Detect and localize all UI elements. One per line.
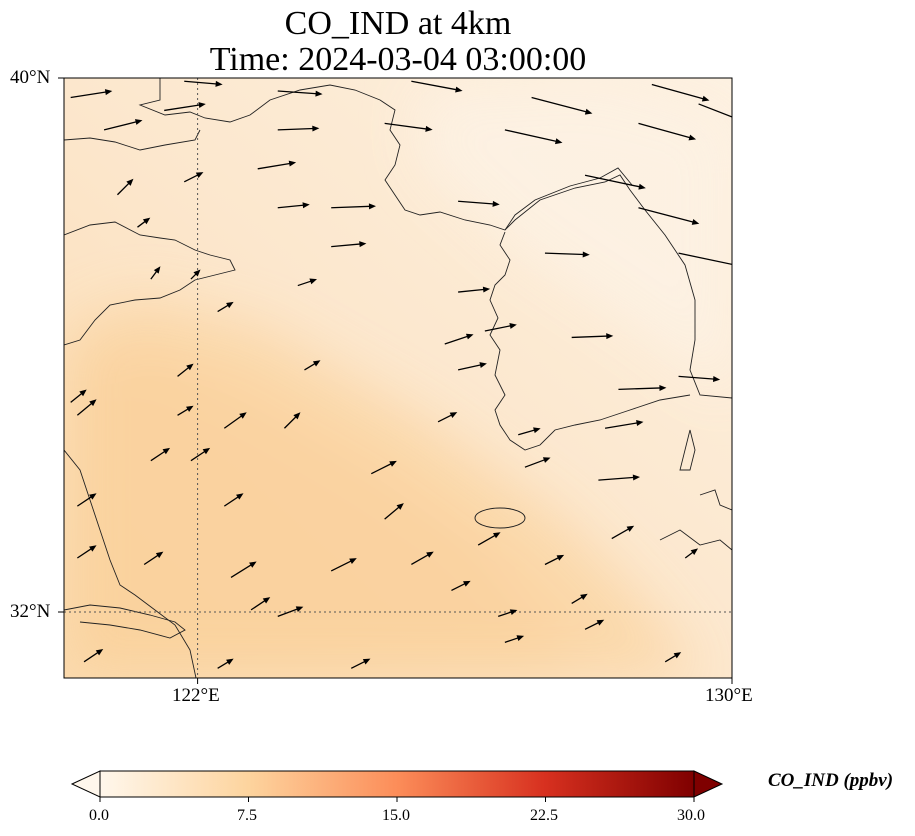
wind-arrow xyxy=(183,172,204,183)
wind-arrow xyxy=(150,447,171,462)
wind-arrow xyxy=(277,606,304,617)
wind-arrow xyxy=(638,207,700,225)
colorbar-tick-1: 7.5 xyxy=(237,807,257,824)
wind-arrow xyxy=(437,412,458,423)
wind-arrow xyxy=(684,548,699,559)
co-concentration-field xyxy=(64,78,732,678)
y-tick-label-32n: 32°N xyxy=(10,601,51,622)
wind-arrow xyxy=(484,323,517,332)
x-tick-label-130e: 130°E xyxy=(705,685,753,706)
wind-arrow xyxy=(638,122,697,141)
wind-arrow xyxy=(190,447,211,462)
axis-ticks xyxy=(58,77,733,684)
wind-arrow xyxy=(611,525,635,540)
wind-arrow xyxy=(76,493,97,507)
wind-arrow xyxy=(444,333,474,345)
wind-arrow xyxy=(257,160,297,170)
wind-arrow xyxy=(504,129,563,145)
y-tick-label-40n: 40°N xyxy=(10,67,51,88)
wind-arrow xyxy=(184,80,223,87)
wind-arrow xyxy=(451,580,471,592)
colorbar-title: CO_IND (ppbv) xyxy=(768,770,894,791)
wind-arrow xyxy=(116,178,134,196)
wind-arrow xyxy=(230,561,257,579)
wind-arrow xyxy=(497,609,518,617)
wind-arrow xyxy=(143,551,164,566)
colorbar-tick-0: 0.0 xyxy=(89,807,109,824)
x-tick-label-122e: 122°E xyxy=(172,685,220,706)
wind-arrow xyxy=(584,619,605,630)
wind-arrow xyxy=(678,375,721,383)
wind-arrow xyxy=(524,457,551,468)
wind-arrow xyxy=(250,597,271,611)
wind-arrow xyxy=(350,658,371,669)
wind-arrow xyxy=(598,474,640,481)
wind-arrow xyxy=(518,427,541,436)
chart-title: CO_IND at 4km xyxy=(284,5,512,42)
wind-arrow xyxy=(164,102,206,112)
colorbar-gradient xyxy=(99,770,695,798)
wind-arrow xyxy=(177,405,194,416)
wind-arrow xyxy=(190,269,201,280)
wind-arrow xyxy=(304,360,321,371)
colorbar-tick-4: 30.0 xyxy=(677,807,705,824)
wind-arrow xyxy=(651,83,710,102)
wind-vectors xyxy=(70,80,732,669)
wind-arrow xyxy=(331,203,376,210)
wind-arrow xyxy=(137,217,151,228)
colorbar xyxy=(70,770,724,802)
wind-arrow xyxy=(584,174,646,190)
wind-arrow xyxy=(458,286,491,293)
coastlines xyxy=(64,78,732,678)
wind-arrow xyxy=(277,90,323,97)
wind-arrow xyxy=(217,301,234,313)
wind-arrow xyxy=(698,103,732,118)
wind-arrow xyxy=(76,399,97,416)
wind-arrow xyxy=(277,202,310,209)
wind-arrow xyxy=(217,658,234,669)
wind-arrow xyxy=(544,251,590,258)
wind-arrow xyxy=(618,384,667,391)
wind-arrow xyxy=(330,558,357,572)
wind-arrow xyxy=(70,389,87,403)
wind-arrow xyxy=(457,362,487,371)
wind-arrow xyxy=(604,420,644,429)
wind-arrow xyxy=(297,278,317,287)
wind-arrow xyxy=(277,125,320,132)
wind-arrow xyxy=(531,96,593,115)
wind-arrow xyxy=(384,122,433,132)
wind-arrow xyxy=(83,648,104,663)
wind-arrow xyxy=(411,80,463,93)
wind-arrow xyxy=(283,412,301,429)
wind-arrow xyxy=(458,200,500,207)
wind-arrow xyxy=(664,652,682,663)
wind-arrow xyxy=(103,119,143,131)
wind-arrow xyxy=(544,554,565,566)
wind-arrow xyxy=(150,266,161,280)
wind-arrow xyxy=(177,363,194,377)
wind-arrow xyxy=(70,89,113,99)
wind-arrow xyxy=(331,241,367,248)
gridlines xyxy=(64,78,732,678)
wind-arrow xyxy=(411,551,434,566)
map-frame xyxy=(63,77,733,679)
colorbar-min-extend xyxy=(70,770,101,798)
colorbar-max-extend xyxy=(693,770,724,798)
wind-arrow xyxy=(571,333,614,340)
wind-arrow xyxy=(504,635,525,643)
chart-subtitle: Time: 2024-03-04 03:00:00 xyxy=(209,41,587,78)
colorbar-tick-2: 15.0 xyxy=(382,807,410,824)
wind-arrow xyxy=(76,545,97,559)
wind-arrow xyxy=(223,412,247,429)
wind-arrow xyxy=(370,460,397,475)
wind-arrow xyxy=(384,503,404,520)
colorbar-tick-3: 22.5 xyxy=(530,807,558,824)
wind-arrow xyxy=(477,532,501,546)
wind-arrow xyxy=(571,593,588,604)
wind-arrow xyxy=(223,493,244,507)
